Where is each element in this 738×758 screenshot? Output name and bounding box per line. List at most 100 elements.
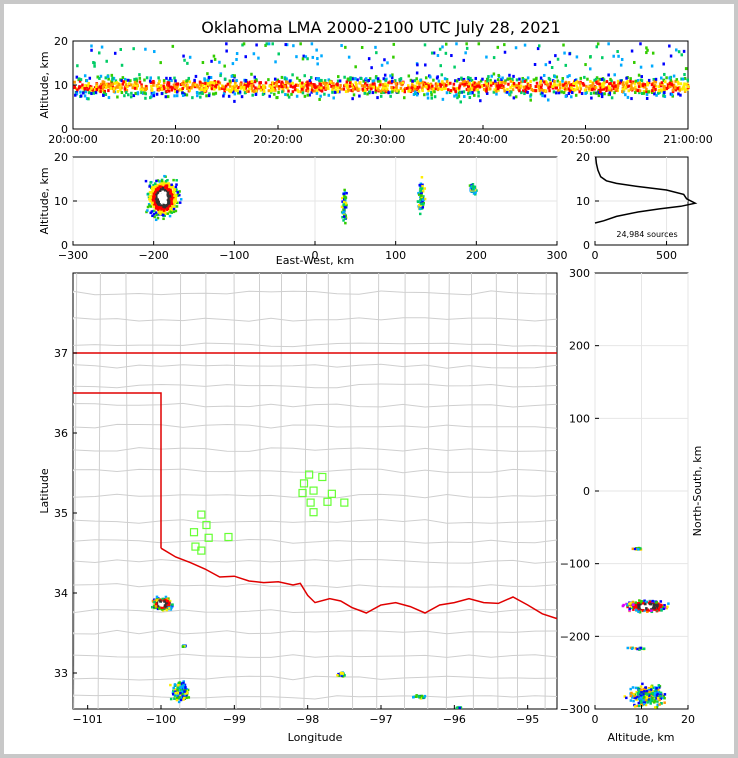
source-point [267, 78, 270, 82]
source-point [436, 54, 440, 58]
source-point [430, 87, 433, 91]
source-point [273, 86, 276, 90]
source-point [352, 87, 355, 91]
source-point [517, 87, 520, 91]
source-point [496, 87, 500, 91]
source-point [511, 88, 515, 92]
source-point [609, 81, 612, 85]
source-point [642, 699, 645, 702]
source-point [355, 84, 358, 88]
station-marker [318, 472, 327, 482]
source-point [652, 77, 656, 81]
source-point [308, 83, 312, 87]
source-point [184, 686, 187, 689]
source-point [288, 81, 291, 85]
source-point [485, 89, 488, 93]
source-point [471, 83, 474, 87]
source-point [626, 605, 629, 609]
source-point [102, 93, 105, 97]
source-point [627, 89, 631, 93]
source-point [668, 44, 671, 48]
source-point [630, 97, 633, 101]
source-point [436, 88, 440, 92]
source-point [168, 214, 172, 218]
source-point [524, 89, 528, 93]
source-point [162, 217, 165, 221]
source-point [172, 689, 175, 693]
source-point [636, 704, 639, 708]
source-point [238, 90, 242, 94]
source-point [77, 77, 81, 81]
source-point [165, 90, 168, 94]
source-point [170, 606, 173, 609]
source-point [504, 79, 507, 83]
y-tick-label: 34 [54, 587, 68, 600]
source-point [260, 85, 263, 89]
source-point [169, 210, 172, 214]
source-point [309, 76, 313, 80]
source-point [118, 85, 122, 89]
source-point [645, 696, 649, 700]
source-point [626, 85, 629, 89]
y-axis-label: North-South, km [691, 446, 704, 537]
source-point [337, 674, 341, 677]
source-point [640, 691, 643, 694]
source-point [253, 89, 256, 93]
source-point [255, 87, 259, 91]
source-point [123, 94, 126, 98]
source-point [345, 203, 348, 207]
source-point [640, 695, 643, 698]
source-point [468, 184, 472, 187]
source-point [598, 82, 601, 86]
source-point [475, 82, 478, 86]
source-point [415, 71, 419, 75]
source-point [340, 87, 343, 91]
source-point [476, 84, 479, 88]
source-point [110, 81, 113, 85]
altitude-profile-line [594, 156, 698, 224]
source-point [206, 81, 209, 85]
source-point [280, 75, 284, 79]
source-point [405, 86, 409, 90]
county-line [73, 468, 557, 474]
source-point [111, 83, 114, 87]
source-point [558, 89, 561, 93]
source-point [611, 82, 615, 86]
source-point [477, 42, 481, 46]
source-point [642, 702, 646, 706]
source-point [97, 51, 101, 55]
source-point [654, 84, 658, 88]
source-point [659, 600, 663, 603]
source-point [105, 59, 108, 63]
source-point [432, 87, 436, 91]
source-point [119, 88, 122, 92]
source-point [517, 81, 521, 85]
source-point [261, 92, 265, 96]
source-point [436, 82, 440, 86]
source-point [181, 93, 185, 97]
source-point [163, 195, 166, 199]
source-point [418, 85, 421, 89]
source-point [154, 218, 158, 222]
source-point [613, 91, 616, 95]
source-point [214, 84, 217, 88]
source-point [602, 87, 606, 91]
source-point [276, 78, 280, 82]
source-clusters [621, 546, 670, 709]
source-point [231, 90, 235, 94]
county-line [73, 519, 557, 524]
source-point [338, 79, 342, 83]
source-point [342, 192, 346, 196]
source-point [342, 215, 346, 218]
source-point [646, 693, 649, 696]
source-point [175, 83, 178, 87]
source-point [421, 190, 425, 193]
source-point [179, 689, 183, 692]
source-point [617, 54, 620, 58]
source-point [302, 85, 305, 89]
source-point [320, 84, 323, 88]
source-point [637, 704, 641, 708]
source-point [424, 76, 428, 80]
source-point [166, 206, 169, 210]
source-point [287, 89, 290, 93]
